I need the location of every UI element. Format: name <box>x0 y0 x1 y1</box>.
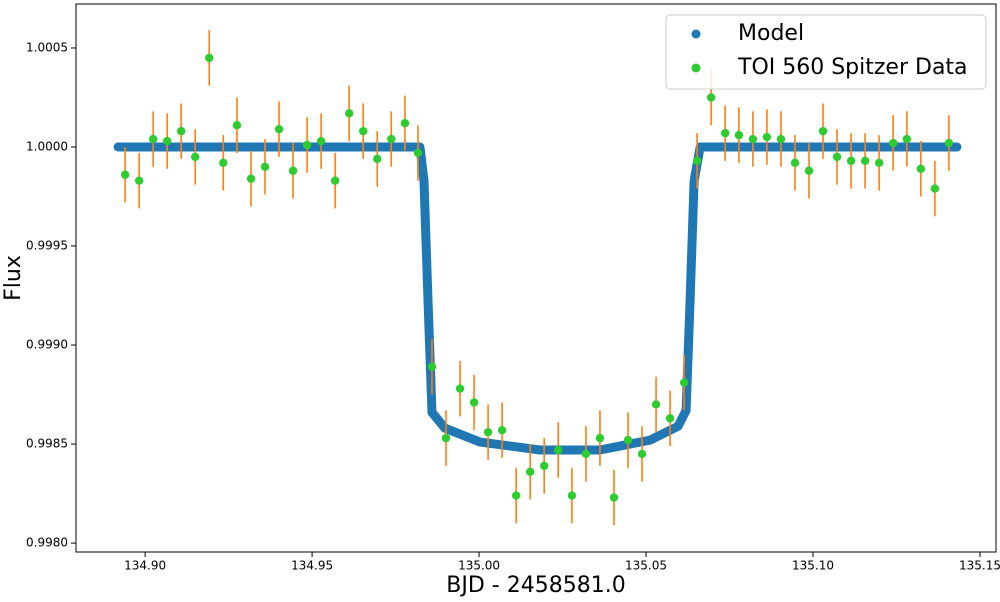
data-point <box>720 128 730 138</box>
data-point <box>191 152 200 162</box>
legend-label: Model <box>738 21 804 46</box>
data-point <box>302 140 312 150</box>
data-point <box>539 461 549 471</box>
plot-frame <box>75 3 997 553</box>
data-point <box>832 152 842 162</box>
data-point <box>511 491 521 500</box>
data-point <box>804 166 814 175</box>
x-tick-label: 135.00 <box>458 559 500 573</box>
y-tick-label: 0.9995 <box>26 239 68 253</box>
data-point <box>497 426 507 435</box>
legend-box <box>665 14 987 90</box>
data-point <box>762 132 772 142</box>
data-point <box>888 138 898 148</box>
data-point <box>246 174 256 183</box>
data-point <box>427 362 437 372</box>
y-axis-label: Flux <box>1 255 26 301</box>
x-tick-label: 135.05 <box>625 559 667 573</box>
data-point <box>679 378 689 387</box>
data-point <box>944 138 954 148</box>
data-point <box>441 433 451 443</box>
data-point <box>790 158 800 168</box>
x-tick-label: 134.90 <box>124 559 166 573</box>
data-point <box>483 427 493 437</box>
data-point <box>148 134 158 144</box>
data-point <box>205 53 214 63</box>
data-point <box>134 176 144 185</box>
legend-label: TOI 560 Spitzer Data <box>737 55 968 80</box>
data-point <box>902 134 912 144</box>
data-point <box>176 126 186 136</box>
data-point <box>120 170 130 179</box>
data-point <box>846 156 856 166</box>
data-point <box>818 126 828 136</box>
legend-marker <box>691 63 701 73</box>
data-point <box>373 154 382 164</box>
data-point <box>930 184 940 193</box>
data-point <box>400 119 410 128</box>
data-point <box>455 384 465 393</box>
data-point <box>916 164 926 173</box>
y-tick-label: 1.0000 <box>26 139 68 153</box>
y-tick-label: 0.9980 <box>26 536 68 550</box>
data-point <box>706 93 716 102</box>
x-tick-label: 134.95 <box>291 559 333 573</box>
data-point <box>525 467 535 476</box>
data-point <box>581 449 591 459</box>
data-point <box>260 162 270 171</box>
data-point <box>274 124 284 134</box>
data-point <box>776 134 786 144</box>
data-point <box>874 158 884 168</box>
data-point <box>162 136 172 146</box>
data-point <box>358 126 368 136</box>
x-axis-label: BJD - 2458581.0 <box>446 573 625 598</box>
data-point <box>651 400 661 409</box>
data-point <box>665 414 675 423</box>
y-tick-label: 1.0005 <box>26 40 68 54</box>
legend-marker <box>691 29 701 39</box>
data-point <box>387 134 396 144</box>
x-tick-label: 135.10 <box>792 559 834 573</box>
data-point <box>595 433 605 443</box>
data-point <box>316 136 326 146</box>
data-point <box>330 176 340 185</box>
x-tick-label: 135.15 <box>959 559 1000 573</box>
data-point <box>567 491 577 500</box>
data-point <box>219 158 228 168</box>
y-tick-label: 0.9990 <box>26 338 68 352</box>
data-point <box>623 435 633 445</box>
data-point <box>748 134 758 144</box>
data-point <box>232 121 242 130</box>
data-point <box>413 148 423 158</box>
y-tick-label: 0.9985 <box>26 437 68 451</box>
data-point <box>734 130 744 140</box>
data-point <box>469 398 479 407</box>
data-point <box>344 109 354 118</box>
data-point <box>860 156 870 166</box>
data-point <box>609 493 619 502</box>
model-curve <box>113 142 962 455</box>
data-point <box>554 445 563 455</box>
data-point <box>288 166 298 175</box>
data-point <box>692 156 702 166</box>
data-point <box>637 449 647 459</box>
